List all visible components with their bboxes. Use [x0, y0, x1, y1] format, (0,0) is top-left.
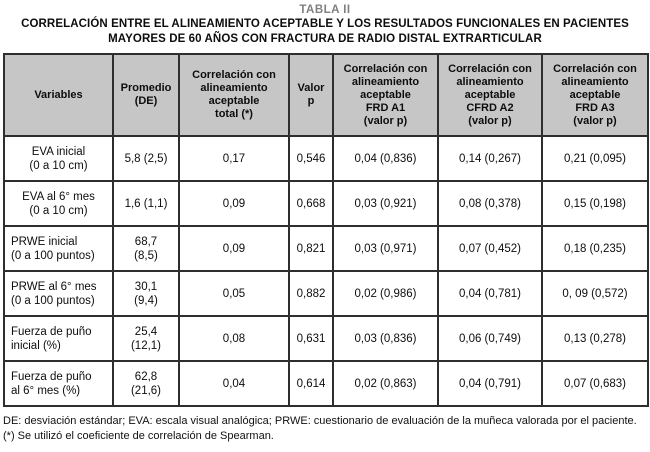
table-row: PRWE al 6° mes (0 a 100 puntos) 30,1 (9,… — [3, 270, 649, 318]
table-heading: CORRELACIÓN ENTRE EL ALINEAMIENTO ACEPTA… — [21, 18, 629, 46]
footnote-abbreviations: DE: desviación estándar; EVA: escala vis… — [3, 415, 637, 428]
frd-a1-cell: 0,02 (0,986) — [332, 270, 439, 318]
table-row: PRWE inicial (0 a 100 puntos) 68,7 (8,5)… — [3, 225, 649, 273]
header-cell-corr-total: Correlación con alineamiento aceptable t… — [178, 53, 290, 138]
header-cell-promedio: Promedio (DE) — [112, 53, 180, 138]
promedio-cell: 5,8 (2,5) — [112, 135, 180, 183]
cfrd-a2-cell: 0,14 (0,267) — [437, 135, 543, 183]
footnotes: DE: desviación estándar; EVA: escala vis… — [3, 414, 647, 443]
valor-p-cell: 0,614 — [288, 360, 334, 408]
promedio-cell: 68,7 (8,5) — [112, 225, 180, 273]
frd-a1-cell: 0,03 (0,971) — [332, 225, 439, 273]
corr-total-cell: 0,09 — [178, 180, 290, 228]
frd-a3-cell: 0,21 (0,095) — [541, 135, 649, 183]
frd-a1-cell: 0,02 (0,863) — [332, 360, 439, 408]
header-cell-valor-p: Valor p — [288, 53, 334, 138]
correlation-table: Variables Promedio (DE) Correlación con … — [3, 53, 649, 408]
cfrd-a2-cell: 0,07 (0,452) — [437, 225, 543, 273]
corr-total-cell: 0,05 — [178, 270, 290, 318]
corr-total-cell: 0,08 — [178, 315, 290, 363]
frd-a3-cell: 0, 09 (0,572) — [541, 270, 649, 318]
variable-cell: PRWE inicial (0 a 100 puntos) — [3, 225, 114, 273]
header-cell-frd-a3: Correlación con alineamiento aceptable F… — [541, 53, 649, 138]
table-number-label: TABLA II — [299, 4, 351, 16]
cfrd-a2-cell: 0,08 (0,378) — [437, 180, 543, 228]
variable-cell: EVA al 6° mes (0 a 10 cm) — [3, 180, 114, 228]
header-cell-cfrd-a2: Correlación con alineamiento aceptable C… — [437, 53, 543, 138]
promedio-cell: 30,1 (9,4) — [112, 270, 180, 318]
table-row: Fuerza de puño inicial (%) 25,4 (12,1) 0… — [3, 315, 649, 363]
variable-cell: EVA inicial (0 a 10 cm) — [3, 135, 114, 183]
valor-p-cell: 0,546 — [288, 135, 334, 183]
corr-total-cell: 0,09 — [178, 225, 290, 273]
frd-a1-cell: 0,04 (0,836) — [332, 135, 439, 183]
table-row: Fuerza de puño al 6° mes (%) 62,8 (21,6)… — [3, 360, 649, 408]
frd-a3-cell: 0,15 (0,198) — [541, 180, 649, 228]
frd-a3-cell: 0,13 (0,278) — [541, 315, 649, 363]
table-row: EVA inicial (0 a 10 cm) 5,8 (2,5) 0,17 0… — [3, 135, 649, 183]
corr-total-cell: 0,17 — [178, 135, 290, 183]
table-header-row: Variables Promedio (DE) Correlación con … — [3, 53, 649, 138]
valor-p-cell: 0,668 — [288, 180, 334, 228]
corr-total-cell: 0,04 — [178, 360, 290, 408]
valor-p-cell: 0,882 — [288, 270, 334, 318]
frd-a1-cell: 0,03 (0,921) — [332, 180, 439, 228]
promedio-cell: 25,4 (12,1) — [112, 315, 180, 363]
variable-cell: PRWE al 6° mes (0 a 100 puntos) — [3, 270, 114, 318]
table-row: EVA al 6° mes (0 a 10 cm) 1,6 (1,1) 0,09… — [3, 180, 649, 228]
frd-a3-cell: 0,07 (0,683) — [541, 360, 649, 408]
variable-cell: Fuerza de puño al 6° mes (%) — [3, 360, 114, 408]
promedio-cell: 1,6 (1,1) — [112, 180, 180, 228]
cfrd-a2-cell: 0,04 (0,791) — [437, 360, 543, 408]
valor-p-cell: 0,821 — [288, 225, 334, 273]
header-cell-frd-a1: Correlación con alineamiento aceptable F… — [332, 53, 439, 138]
promedio-cell: 62,8 (21,6) — [112, 360, 180, 408]
frd-a1-cell: 0,03 (0,836) — [332, 315, 439, 363]
cfrd-a2-cell: 0,06 (0,749) — [437, 315, 543, 363]
header-cell-variables: Variables — [3, 53, 114, 138]
valor-p-cell: 0,631 — [288, 315, 334, 363]
frd-a3-cell: 0,18 (0,235) — [541, 225, 649, 273]
cfrd-a2-cell: 0,04 (0,781) — [437, 270, 543, 318]
variable-cell: Fuerza de puño inicial (%) — [3, 315, 114, 363]
footnote-spearman: (*) Se utilizó el coeficiente de correla… — [3, 429, 274, 442]
